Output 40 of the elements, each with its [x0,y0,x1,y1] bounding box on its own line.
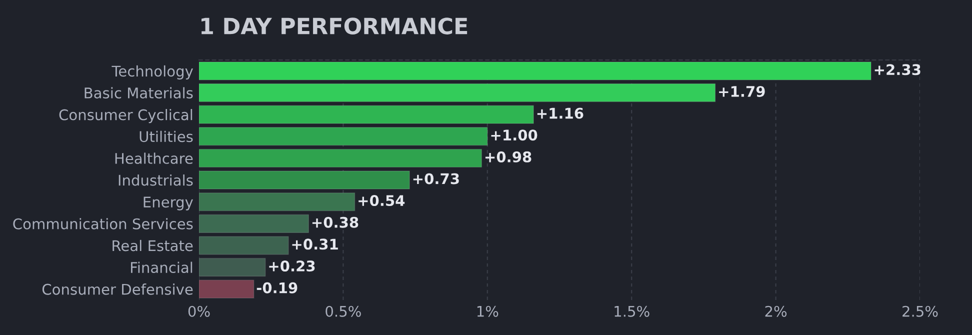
y-tick-label: Utilities [140,130,193,142]
x-tick-label: 2% [765,306,787,317]
bar [199,214,310,233]
bar [199,62,872,80]
data-label: +0.38 [312,216,358,228]
data-label: +0.98 [485,151,532,162]
bar [199,127,488,146]
x-tick-label: 1% [477,306,498,317]
bar [199,105,534,124]
y-tick-label: Basic Materials [84,87,193,98]
data-label: -0.19 [256,282,298,294]
y-tick-label: Energy [144,196,194,210]
x-tick-label: 2.5% [902,306,938,317]
y-tick-label: Industrials [118,174,193,186]
y-tick-label: Financial [131,262,192,274]
x-tick-label: 0% [188,306,210,317]
bar [199,170,410,190]
data-label: +1.00 [491,130,538,141]
bar [199,258,266,277]
y-tick-label: Consumer Cyclical [59,109,192,124]
bar [199,236,289,255]
y-tick-label: Real Estate [112,240,193,252]
bar [199,83,716,102]
data-label: +0.73 [413,173,459,184]
x-tick-label: 1.5% [614,306,650,317]
x-tick-label: 0.5% [326,306,361,317]
data-label: +0.54 [358,195,405,206]
y-tick-label: Healthcare [115,152,193,164]
bar [199,192,356,212]
y-tick-label: Technology [112,65,194,80]
data-label: +1.16 [537,108,584,119]
data-label: +0.23 [269,260,315,272]
bar [199,280,254,298]
data-label: +0.31 [292,238,338,250]
bar [199,148,482,168]
y-tick-label: Consumer Defensive [42,284,193,295]
chart-title: 1 DAY PERFORMANCE [202,18,468,34]
data-label: +1.79 [719,86,765,97]
data-label: +2.33 [874,64,920,76]
y-tick-label: Communication Services [13,218,193,230]
